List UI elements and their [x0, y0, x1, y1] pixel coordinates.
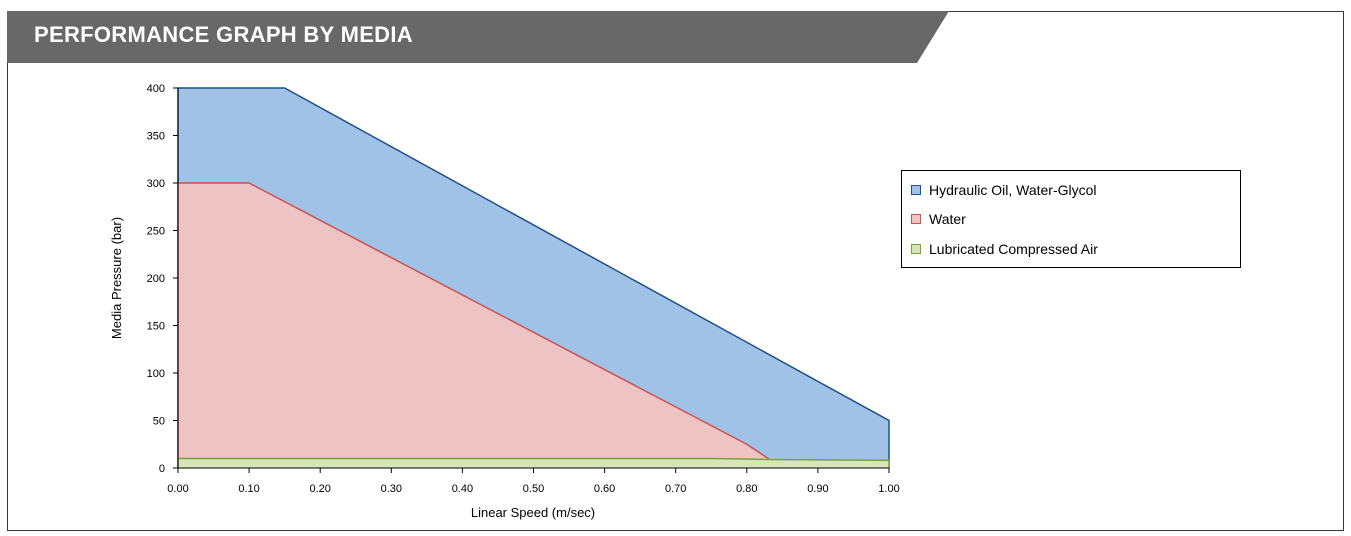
area-water	[178, 183, 769, 468]
header-banner	[7, 11, 949, 63]
y-tick-label: 350	[147, 131, 165, 143]
y-tick-label: 400	[147, 83, 165, 95]
x-tick-label: 0.20	[309, 483, 330, 495]
y-tick-label: 50	[153, 416, 165, 428]
legend-item-hydraulic-oil: Hydraulic Oil, Water-Glycol	[911, 180, 1097, 200]
x-tick-label: 0.80	[736, 483, 757, 495]
x-axis-ticks: 0.00 0.10 0.20 0.30 0.40 0.50 0.60 0.70 0.80 0.90…	[167, 468, 900, 495]
x-tick-label: 0.90	[807, 483, 828, 495]
legend-swatch-hydraulic-oil	[911, 185, 921, 195]
x-tick-label: 1.00	[878, 483, 899, 495]
chart-legend: Hydraulic Oil, Water-Glycol Water Lubric…	[901, 170, 1241, 268]
legend-item-compressed-air: Lubricated Compressed Air	[911, 239, 1098, 259]
y-axis-ticks: 0 50 100 150 200 250 300 350 400	[147, 83, 178, 475]
x-tick-label: 0.40	[452, 483, 473, 495]
y-tick-label: 0	[159, 463, 165, 475]
y-tick-label: 150	[147, 321, 165, 333]
y-tick-label: 100	[147, 368, 165, 380]
chart-areas	[177, 87, 890, 468]
page-title: PERFORMANCE GRAPH BY MEDIA	[34, 22, 413, 47]
legend-item-water: Water	[911, 209, 966, 229]
area-lubricated-compressed-air	[178, 458, 889, 468]
y-tick-label: 250	[147, 226, 165, 238]
x-tick-label: 0.60	[594, 483, 615, 495]
y-axis-label: Media Pressure (bar)	[109, 217, 124, 339]
x-tick-label: 0.30	[381, 483, 402, 495]
y-tick-label: 300	[147, 178, 165, 190]
x-tick-label: 0.50	[523, 483, 544, 495]
x-tick-label: 0.10	[238, 483, 259, 495]
legend-label-hydraulic-oil: Hydraulic Oil, Water-Glycol	[929, 182, 1097, 198]
legend-swatch-compressed-air	[911, 244, 921, 254]
x-tick-label: 0.70	[665, 483, 686, 495]
legend-label-water: Water	[929, 211, 966, 227]
y-tick-label: 200	[147, 273, 165, 285]
legend-swatch-water	[911, 214, 921, 224]
legend-label-compressed-air: Lubricated Compressed Air	[929, 241, 1098, 257]
x-tick-label: 0.00	[167, 483, 188, 495]
x-axis-label: Linear Speed (m/sec)	[471, 505, 595, 520]
